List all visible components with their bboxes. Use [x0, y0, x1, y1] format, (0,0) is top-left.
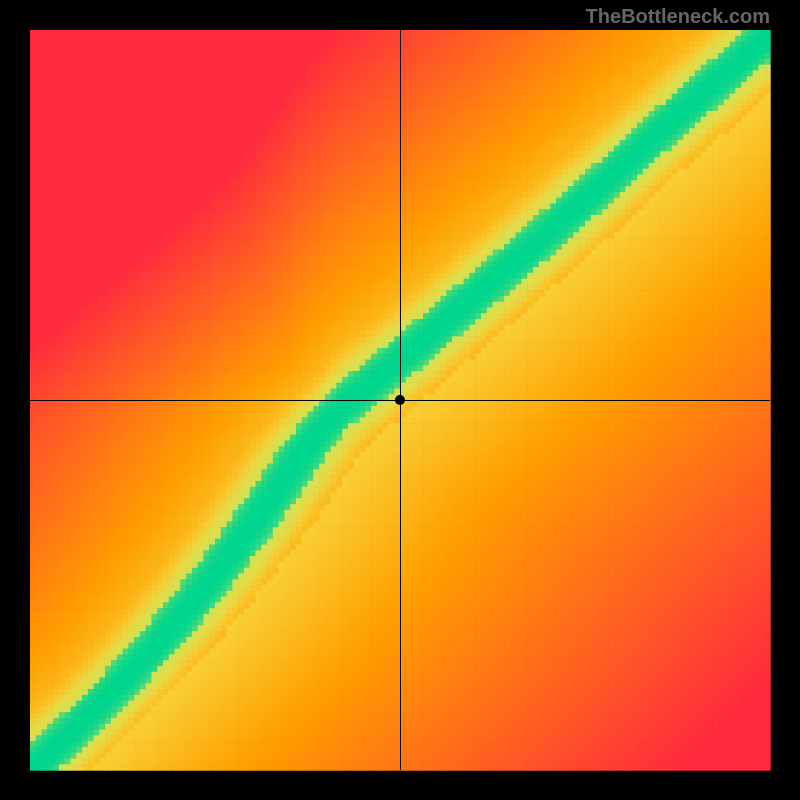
chart-container: TheBottleneck.com	[0, 0, 800, 800]
watermark-text: TheBottleneck.com	[586, 6, 770, 29]
bottleneck-heatmap	[0, 0, 800, 800]
